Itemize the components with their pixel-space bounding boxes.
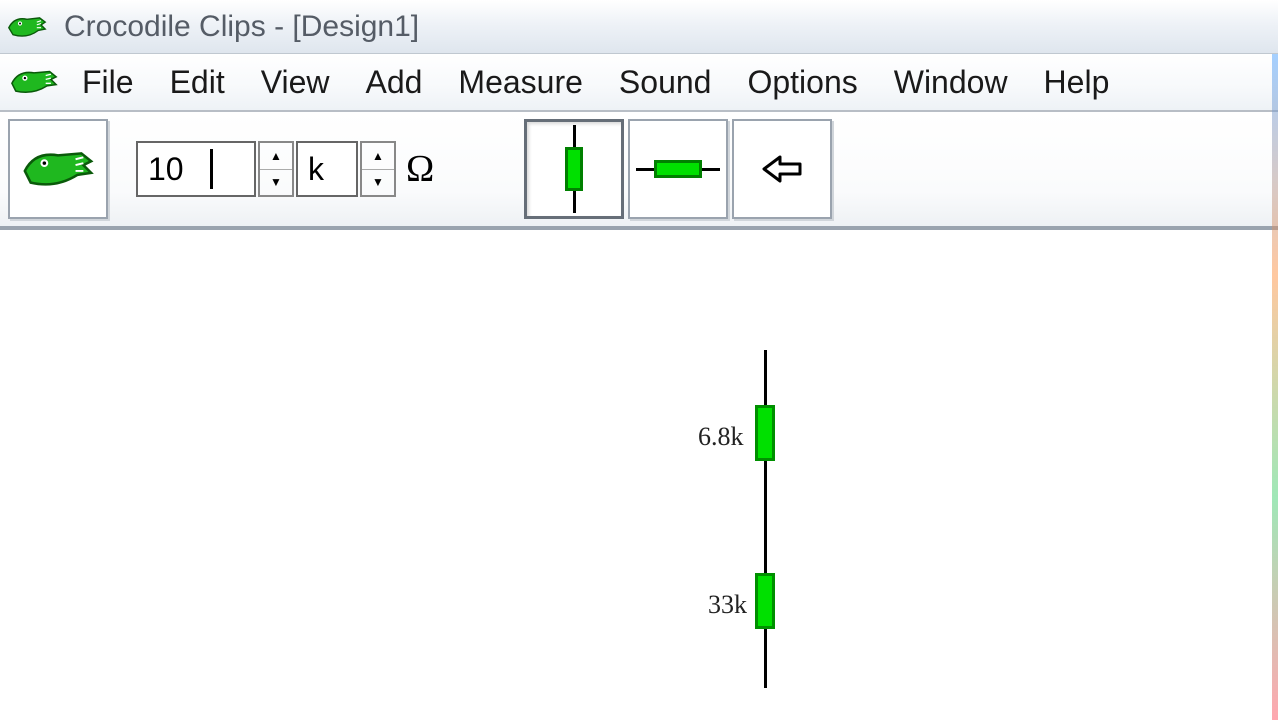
- text-cursor: [210, 149, 213, 189]
- unit-spin-down[interactable]: ▼: [362, 170, 394, 196]
- resistor-horizontal-icon: [636, 160, 720, 178]
- menu-edit[interactable]: Edit: [152, 60, 243, 105]
- menu-help[interactable]: Help: [1026, 60, 1128, 105]
- resistor-horizontal-button[interactable]: [628, 119, 728, 219]
- menu-view[interactable]: View: [243, 60, 348, 105]
- menu-app-icon: [4, 58, 64, 106]
- app-icon: [4, 4, 50, 50]
- menu-bar: File Edit View Add Measure Sound Options…: [0, 54, 1278, 112]
- design-canvas[interactable]: 6.8k 33k: [0, 230, 1278, 720]
- unit-prefix-box[interactable]: k: [296, 141, 358, 197]
- crocodile-tool-button[interactable]: [8, 119, 108, 219]
- right-edge-decoration: [1272, 54, 1278, 720]
- resistor-label: 6.8k: [698, 422, 744, 452]
- resistor-vertical-icon: [565, 125, 583, 213]
- value-input-text: 10: [148, 151, 184, 188]
- value-spin-down[interactable]: ▼: [260, 170, 292, 196]
- value-spinner[interactable]: ▲ ▼: [258, 141, 294, 197]
- window-title: Crocodile Clips - [Design1]: [64, 10, 419, 44]
- arrow-left-icon: [760, 153, 804, 185]
- value-editor: 10 ▲ ▼ k ▲ ▼ Ω: [136, 141, 434, 197]
- menu-window[interactable]: Window: [876, 60, 1026, 105]
- resistor-label: 33k: [708, 590, 747, 620]
- toolbar: 10 ▲ ▼ k ▲ ▼ Ω: [0, 112, 1278, 230]
- menu-sound[interactable]: Sound: [601, 60, 730, 105]
- unit-prefix-text: k: [308, 151, 324, 188]
- resistor-component[interactable]: [755, 405, 775, 461]
- value-input[interactable]: 10: [136, 141, 256, 197]
- component-tool-group: [524, 119, 836, 219]
- menu-add[interactable]: Add: [347, 60, 440, 105]
- unit-spin-up[interactable]: ▲: [362, 143, 394, 170]
- title-bar: Crocodile Clips - [Design1]: [0, 0, 1278, 54]
- unit-spinner[interactable]: ▲ ▼: [360, 141, 396, 197]
- resistor-vertical-button[interactable]: [524, 119, 624, 219]
- wire-vertical[interactable]: [764, 350, 767, 688]
- resistor-component[interactable]: [755, 573, 775, 629]
- menu-measure[interactable]: Measure: [440, 60, 601, 105]
- menu-options[interactable]: Options: [729, 60, 875, 105]
- back-arrow-button[interactable]: [732, 119, 832, 219]
- value-spin-up[interactable]: ▲: [260, 143, 292, 170]
- ohm-symbol: Ω: [406, 147, 434, 191]
- menu-file[interactable]: File: [64, 60, 152, 105]
